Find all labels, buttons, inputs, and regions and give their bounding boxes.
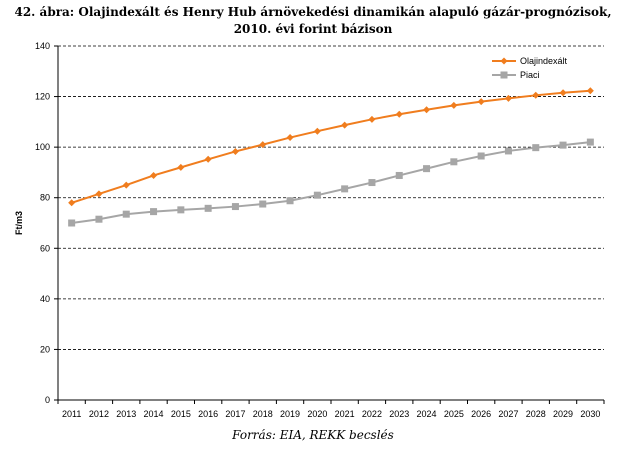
data-point <box>177 163 185 171</box>
data-point <box>122 181 130 189</box>
data-point <box>423 165 431 173</box>
data-point <box>423 106 431 114</box>
x-tick-label: 2016 <box>198 409 218 419</box>
data-point <box>559 141 567 149</box>
data-point <box>68 219 76 227</box>
y-tick-label: 80 <box>40 193 50 203</box>
x-tick-label: 2020 <box>307 409 327 419</box>
x-tick-label: 2017 <box>225 409 245 419</box>
source-note: Forrás: EIA, REKK becslés <box>232 428 394 442</box>
data-point <box>95 190 103 198</box>
data-point <box>177 206 185 214</box>
x-tick-label: 2025 <box>444 409 464 419</box>
data-point <box>450 101 458 109</box>
data-point <box>204 155 212 163</box>
x-tick-label: 2027 <box>498 409 518 419</box>
data-point <box>477 152 485 160</box>
data-point <box>504 147 512 155</box>
x-tick-label: 2030 <box>580 409 600 419</box>
legend-label: Olajindexált <box>520 56 568 66</box>
data-point <box>586 87 594 95</box>
y-tick-label: 40 <box>40 294 50 304</box>
data-point <box>395 110 403 118</box>
x-tick-label: 2029 <box>553 409 573 419</box>
data-point <box>368 115 376 123</box>
x-tick-label: 2026 <box>471 409 491 419</box>
legend-label: Piaci <box>520 70 540 80</box>
data-point <box>286 197 294 205</box>
series-line-0 <box>71 89 591 204</box>
data-point <box>150 208 158 216</box>
legend-marker <box>500 57 508 65</box>
x-tick-label: 2028 <box>526 409 546 419</box>
chart-title: 42. ábra: Olajindexált és Henry Hub árnö… <box>14 5 612 36</box>
data-point <box>259 141 267 149</box>
y-tick-label: 60 <box>40 243 50 253</box>
data-point <box>122 210 130 218</box>
y-axis-label: Ft/m3 <box>14 211 24 235</box>
x-tick-label: 2012 <box>89 409 109 419</box>
data-point <box>313 127 321 135</box>
data-point <box>95 215 103 223</box>
x-tick-label: 2015 <box>171 409 191 419</box>
y-tick-label: 100 <box>35 142 50 152</box>
data-point <box>450 158 458 166</box>
data-point <box>532 91 540 99</box>
data-point <box>504 94 512 102</box>
data-point <box>204 204 212 212</box>
data-point <box>341 121 349 129</box>
data-point <box>559 89 567 97</box>
series-line-1 <box>71 141 591 224</box>
data-point <box>395 171 403 179</box>
data-point <box>286 134 294 142</box>
data-point <box>68 199 76 207</box>
y-tick-label: 20 <box>40 344 50 354</box>
data-point <box>313 191 321 199</box>
data-point <box>341 185 349 193</box>
data-point <box>368 179 376 187</box>
y-tick-label: 120 <box>35 92 50 102</box>
x-tick-label: 2018 <box>253 409 273 419</box>
data-point <box>150 171 158 179</box>
data-point <box>586 138 594 146</box>
y-tick-label: 140 <box>35 41 50 51</box>
x-tick-label: 2013 <box>116 409 136 419</box>
legend-marker <box>500 71 508 79</box>
data-point <box>477 98 485 106</box>
y-tick-label: 0 <box>45 395 50 405</box>
data-point <box>259 200 267 208</box>
x-tick-label: 2023 <box>389 409 409 419</box>
data-point <box>532 144 540 152</box>
x-tick-label: 2011 <box>62 409 81 419</box>
x-tick-label: 2024 <box>417 409 437 419</box>
x-tick-label: 2014 <box>144 409 164 419</box>
x-tick-label: 2022 <box>362 409 382 419</box>
x-tick-label: 2019 <box>280 409 300 419</box>
data-point <box>231 147 239 155</box>
data-point <box>231 203 239 211</box>
x-tick-label: 2021 <box>335 409 355 419</box>
